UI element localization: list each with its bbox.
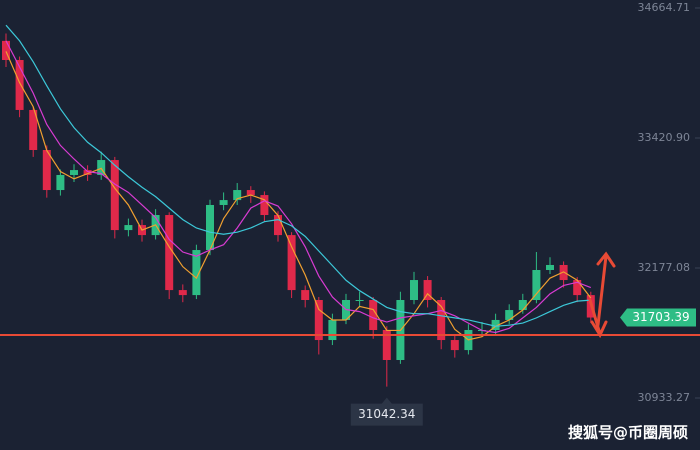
candle-body [450, 340, 459, 351]
down-arrow [588, 298, 608, 339]
candle-body [410, 280, 418, 300]
candle-body [546, 264, 554, 270]
candle-body [70, 170, 78, 175]
candle-body [219, 200, 228, 205]
candle-body [42, 150, 51, 191]
candle-body [314, 300, 323, 341]
candle-body [83, 170, 92, 175]
candle-body [274, 215, 282, 236]
candle-body [573, 280, 582, 296]
candle-body [532, 270, 541, 300]
candle-body [505, 310, 514, 320]
candle-body [369, 300, 378, 330]
candle-body [260, 195, 269, 216]
y-tick-label: 30933.27 [638, 391, 691, 404]
candle-body [56, 174, 65, 191]
last-price-label: 31703.39 [632, 310, 689, 324]
candle-body [246, 190, 255, 196]
candle-body [15, 60, 24, 110]
candle-body [518, 300, 527, 311]
candle-body [491, 319, 500, 330]
y-tick-label: 34664.71 [638, 1, 691, 14]
up-arrow [596, 251, 616, 327]
candle-body [437, 300, 446, 341]
low-price-label: 31042.34 [358, 407, 415, 421]
candle-body [29, 109, 38, 150]
candle-body [192, 250, 201, 296]
ma-line [5, 51, 592, 341]
candle-body [2, 40, 10, 60]
watermark: 搜狐号@币圈周硕 [568, 424, 688, 442]
candle-body [301, 290, 310, 300]
low-pointer [350, 397, 423, 426]
candle-body [178, 290, 187, 296]
candle-body [355, 300, 364, 301]
candle-body [165, 215, 174, 291]
arrows [588, 251, 616, 339]
y-tick-label: 33420.90 [638, 131, 691, 144]
candle-body [382, 330, 391, 360]
candle-body [206, 204, 214, 251]
candle-body [97, 160, 106, 175]
candle-body [124, 225, 133, 231]
ma-line [5, 40, 592, 334]
candle-body [233, 190, 242, 201]
candle-body [328, 319, 337, 341]
candle-body [110, 160, 119, 231]
y-tick-label: 32177.08 [638, 261, 691, 274]
candle-body [423, 280, 432, 300]
ma-line [5, 24, 591, 327]
price-pointer [620, 308, 696, 327]
candle-body [287, 235, 296, 291]
